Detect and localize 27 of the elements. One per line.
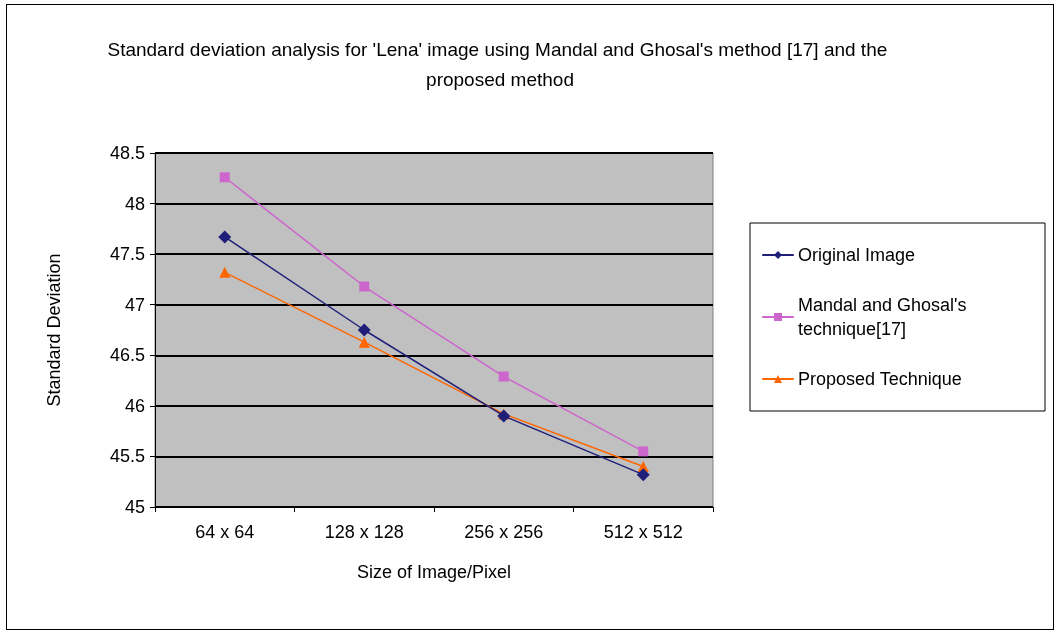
point bbox=[359, 281, 370, 292]
x-axis-title: Size of Image/Pixel bbox=[356, 562, 512, 582]
y-axis-title: Standard Deviation bbox=[44, 253, 64, 407]
y-tick-label: 48 bbox=[124, 193, 145, 214]
x-tick-label: 128 x 128 bbox=[324, 522, 404, 542]
point bbox=[636, 468, 650, 482]
y-tick-label: 45.5 bbox=[109, 446, 145, 467]
point bbox=[498, 371, 509, 382]
x-tick-label: 256 x 256 bbox=[464, 522, 544, 542]
point bbox=[358, 336, 370, 348]
y-tick-label: 47 bbox=[124, 294, 145, 315]
legend-label: Proposed Technique bbox=[798, 369, 962, 389]
point bbox=[638, 446, 649, 457]
legend-label: Original Image bbox=[798, 245, 916, 265]
point bbox=[219, 172, 230, 183]
point bbox=[218, 230, 232, 244]
y-tick-label: 45 bbox=[124, 497, 145, 517]
x-tick-label: 64 x 64 bbox=[195, 522, 255, 542]
legend-label: Mandal and Ghosal's technique[17] bbox=[798, 295, 972, 339]
x-tick-label: 512 x 512 bbox=[603, 522, 683, 542]
y-tick-label: 47.5 bbox=[109, 244, 145, 265]
y-tick-label: 48.5 bbox=[109, 143, 145, 163]
y-tick-label: 46.5 bbox=[109, 345, 145, 366]
chart-title: Standard deviation analysis for 'Lena' image using Mandal and Ghosal's method [17] and the proposed method bbox=[107, 38, 893, 90]
y-tick-label: 46 bbox=[124, 395, 145, 416]
point bbox=[219, 266, 231, 278]
point bbox=[357, 323, 371, 337]
